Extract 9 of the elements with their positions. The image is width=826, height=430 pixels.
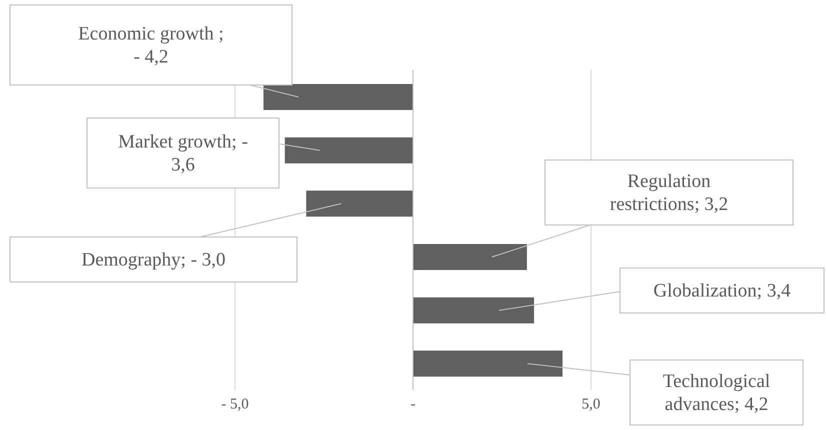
annotation: Demography; - 3,0 [81,250,226,270]
annotation: Globalization; 3,4 [653,280,792,302]
annotation: Technological advances; 4,2 [662,371,770,415]
x-tick-label: - 5,0 [221,396,249,413]
text: Economic growth ; - 4,2 [78,24,224,68]
annotation: Market growth; - 3,6 [118,132,248,176]
annotation: Regulation restrictions; 3,2 [610,171,728,215]
x-tick-label: - [410,396,416,413]
x-tick-label: 5,0 [582,396,600,413]
